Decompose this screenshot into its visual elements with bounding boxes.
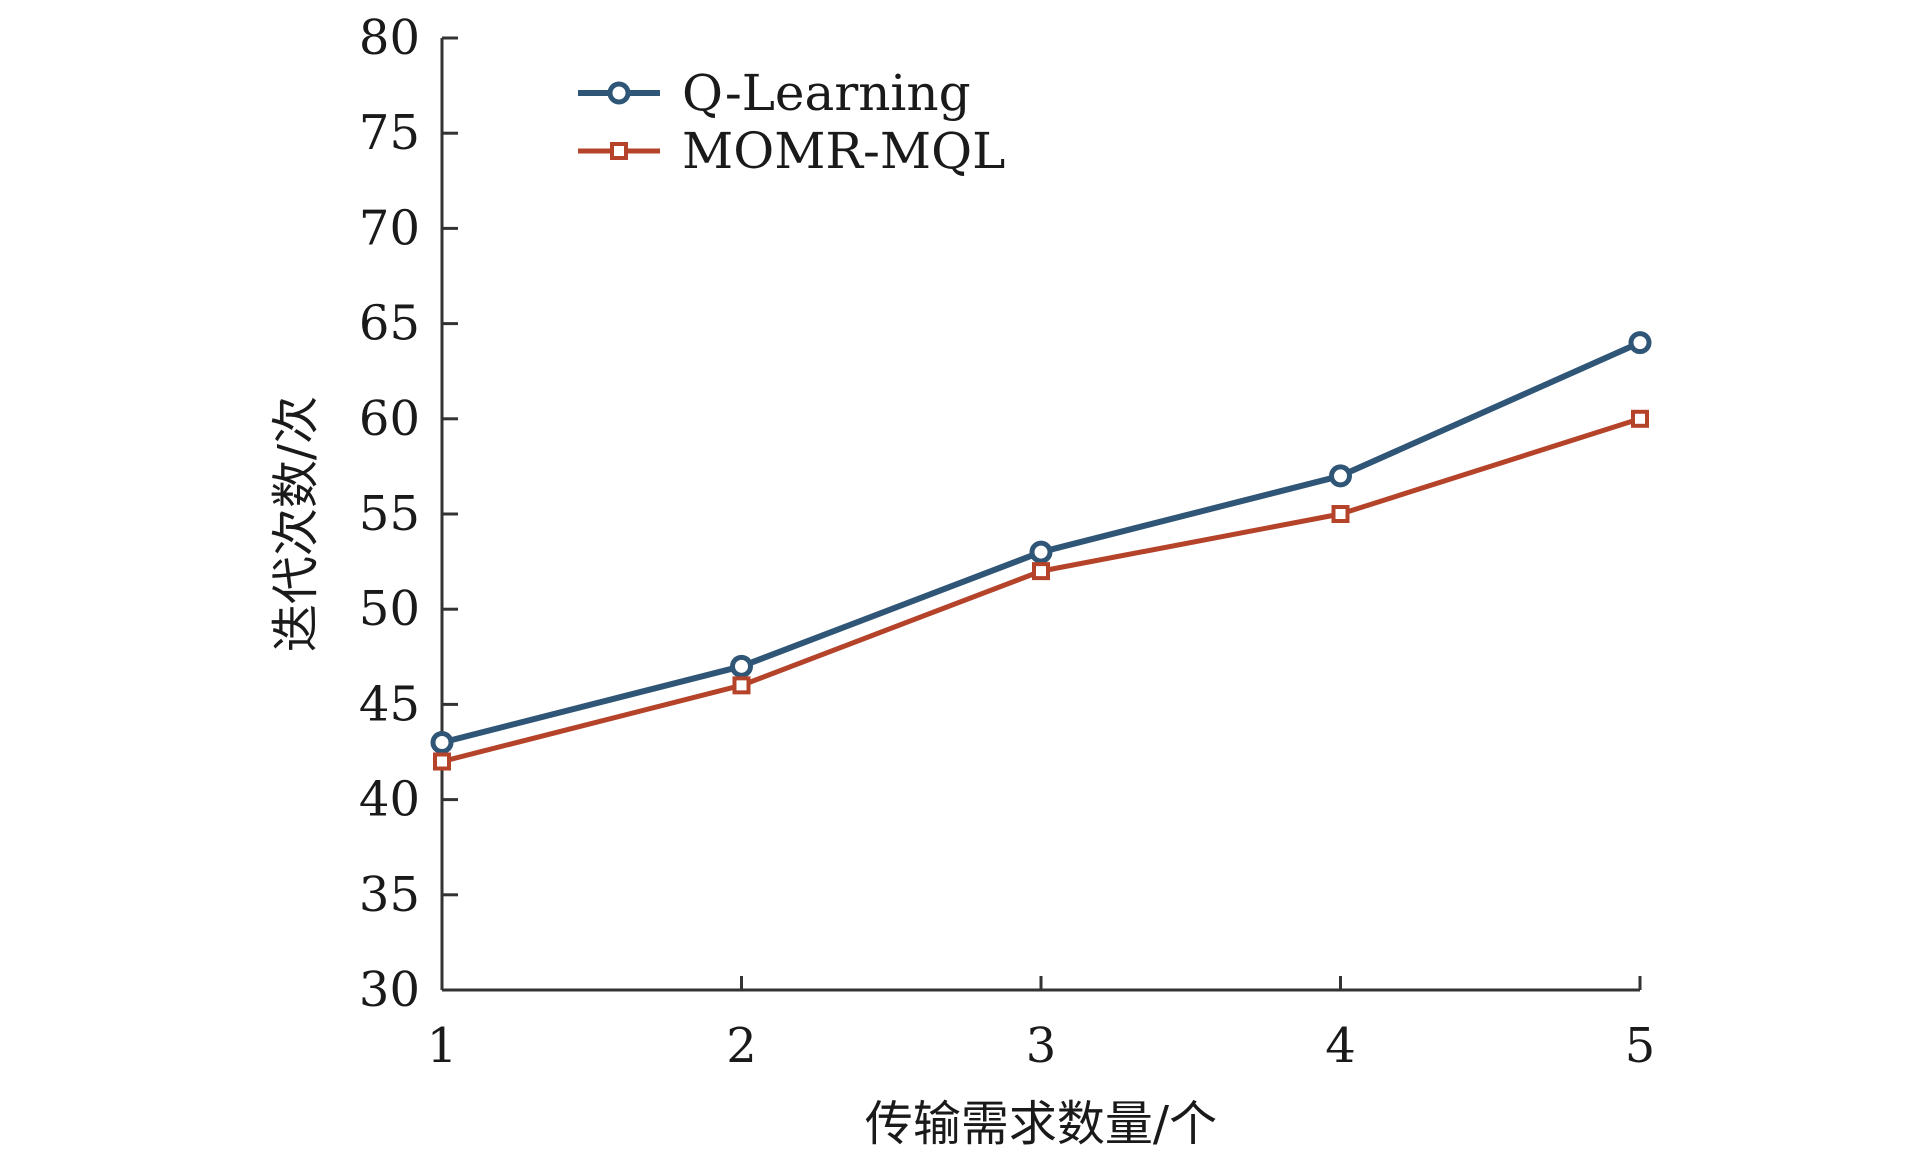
x-tick-label: 3 (1026, 1018, 1057, 1074)
y-tick-label: 50 (359, 581, 420, 637)
legend-label: MOMR-MQL (682, 122, 1005, 180)
x-tick-label: 2 (726, 1018, 757, 1074)
series-q-learning (430, 331, 1652, 754)
y-tick-label: 45 (359, 676, 420, 732)
y-tick-label: 55 (359, 486, 420, 542)
data-point (1331, 505, 1350, 523)
legend-item: MOMR-MQL (578, 122, 1005, 180)
data-point (1329, 464, 1352, 488)
data-point (1032, 562, 1050, 581)
series-layer (430, 331, 1652, 771)
legend-label: Q-Learning (682, 64, 971, 122)
data-point (433, 752, 451, 771)
y-tick-label: 35 (359, 867, 420, 923)
y-tick-label: 65 (359, 296, 420, 352)
y-ticks: 30 35 40 45 50 55 60 65 70 75 80 (359, 10, 458, 1018)
y-tick-label: 80 (359, 10, 420, 66)
x-axis-title: 传输需求数量/个 (865, 1096, 1217, 1152)
data-point (730, 654, 753, 678)
y-tick-label: 60 (359, 391, 420, 447)
series-momr-mql (433, 409, 1649, 771)
x-ticks: 1 2 3 4 5 (427, 976, 1656, 1074)
series-line (439, 416, 1643, 765)
axes (440, 38, 1640, 992)
y-tick-label: 40 (359, 772, 420, 828)
y-tick-label: 30 (359, 962, 420, 1018)
legend-marker (607, 81, 631, 105)
data-point (430, 730, 454, 754)
legend-item: Q-Learning (578, 64, 971, 122)
legend-marker (610, 142, 628, 160)
x-tick-label: 1 (427, 1018, 458, 1074)
x-tick-label: 5 (1625, 1018, 1656, 1074)
data-point (732, 676, 751, 695)
y-axis-title: 迭代次数/次 (268, 396, 324, 652)
data-point (1628, 331, 1652, 355)
x-tick-label: 4 (1325, 1018, 1356, 1074)
data-point (1631, 409, 1649, 428)
y-tick-label: 75 (359, 105, 420, 161)
y-tick-label: 70 (359, 200, 420, 256)
data-point (1029, 540, 1053, 564)
